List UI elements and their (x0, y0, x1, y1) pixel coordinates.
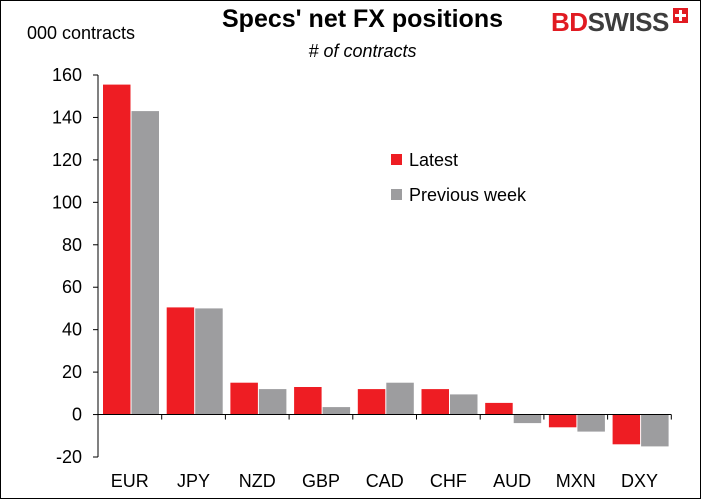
y-tick-label: -20 (56, 447, 82, 467)
x-tick-label: MXN (556, 471, 596, 491)
x-tick-label: EUR (111, 471, 149, 491)
bar-previous-week-gbp (322, 407, 351, 415)
logo-bd-text: BD (551, 6, 588, 37)
bar-previous-week-mxn (577, 414, 605, 432)
x-tick-label: DXY (621, 471, 658, 491)
y-tick-label: 100 (52, 192, 82, 212)
y-axis-label: 000 contracts (27, 23, 136, 43)
bdswiss-logo: BD SWISS (551, 7, 688, 37)
y-tick-label: 20 (62, 362, 82, 382)
y-tick-label: 140 (52, 107, 82, 127)
x-tick-label: GBP (302, 471, 340, 491)
bar-latest-chf (421, 389, 449, 415)
bar-previous-week-cad (386, 382, 414, 415)
chart-subtitle: # of contracts (308, 41, 417, 61)
x-tick-label: NZD (239, 471, 276, 491)
bar-previous-week-nzd (258, 389, 287, 415)
bar-latest-gbp (294, 387, 322, 415)
y-tick-label: 40 (62, 320, 82, 340)
bar-latest-nzd (230, 382, 258, 415)
y-tick-label: 60 (62, 277, 82, 297)
legend-swatch-latest (391, 154, 402, 165)
x-tick-label: CHF (430, 471, 467, 491)
bar-latest-eur (103, 84, 131, 415)
bar-previous-week-jpy (195, 308, 223, 415)
bar-previous-week-dxy (641, 414, 669, 447)
logo-swiss-text: SWISS (587, 6, 670, 37)
y-tick-label: 120 (52, 150, 82, 170)
bar-previous-week-aud (513, 414, 542, 424)
x-tick-label: CAD (366, 471, 404, 491)
bar-latest-mxn (548, 414, 577, 428)
bar-previous-week-eur (131, 111, 159, 415)
y-tick-label: 0 (72, 405, 82, 425)
swiss-cross-icon (672, 7, 688, 23)
legend-swatch-previous-week (391, 189, 402, 200)
legend-label-previous-week: Previous week (409, 185, 527, 205)
x-tick-label: JPY (177, 471, 210, 491)
bar-latest-aud (485, 402, 513, 415)
bar-latest-dxy (612, 414, 641, 445)
y-tick-label: 80 (62, 235, 82, 255)
bar-latest-cad (357, 389, 386, 415)
x-tick-label: AUD (493, 471, 531, 491)
bar-previous-week-chf (450, 394, 478, 415)
bar-latest-jpy (166, 307, 195, 415)
legend-label-latest: Latest (409, 150, 458, 170)
chart-title: Specs' net FX positions (222, 5, 503, 33)
y-tick-label: 160 (52, 65, 82, 85)
